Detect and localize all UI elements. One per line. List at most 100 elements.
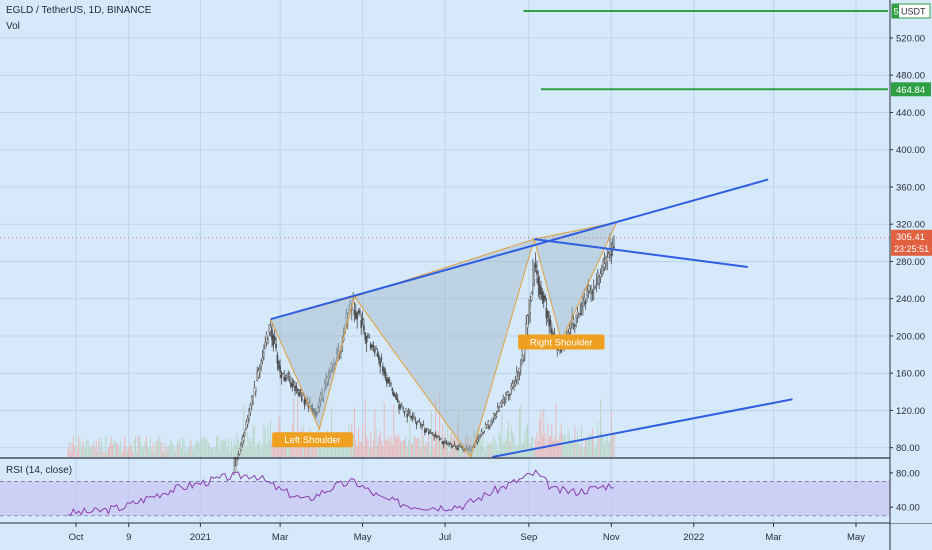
price-axis: 80.00 120.00 160.00 200.00 240.00 280.00 320.0… (889, 0, 932, 550)
candle-body (602, 259, 605, 268)
top-target-value: 5 (894, 7, 899, 17)
candle-body (418, 421, 421, 423)
candle-body (414, 418, 417, 421)
rsi-indicator-label[interactable]: RSI (14, close) (6, 465, 73, 476)
volume-bar (391, 444, 393, 457)
volume-bar (285, 438, 287, 457)
candle-body (594, 286, 596, 288)
candle-body (317, 407, 319, 413)
candle-body (476, 438, 479, 442)
candle-body (394, 393, 396, 397)
volume-bar (71, 442, 73, 457)
volume-bar (506, 429, 508, 457)
volume-bar (539, 418, 541, 457)
volume-bar (471, 443, 473, 457)
candle-body (368, 336, 371, 339)
volume-bar (159, 436, 161, 457)
volume-bar (293, 398, 295, 457)
candle-body (522, 355, 525, 359)
volume-bar (184, 451, 186, 457)
candle-body (233, 468, 235, 475)
candle-body (569, 322, 572, 329)
candle-body (363, 325, 365, 331)
candles (233, 233, 615, 475)
candle-body (336, 353, 338, 358)
candle-body (250, 397, 253, 406)
volume-bar (600, 398, 602, 457)
volume-bar (501, 410, 503, 457)
volume-bar (432, 433, 434, 457)
volume-bar (235, 444, 237, 457)
candle-body (475, 441, 477, 444)
volume-bar (139, 436, 141, 457)
candle-body (260, 360, 262, 367)
volume-bar (399, 440, 401, 457)
rsi-tick-label: 80.00 (896, 468, 920, 479)
lower_rising-trendline (492, 398, 793, 458)
candle-body (369, 344, 372, 349)
volume-bar (352, 434, 354, 457)
pattern-drawings (269, 221, 618, 459)
candle-body (367, 333, 369, 335)
volume-indicator-label[interactable]: Vol (6, 21, 20, 32)
rsi-pane (0, 469, 890, 517)
volume-bar (435, 400, 437, 457)
candle-body (537, 277, 540, 286)
candle-body (327, 374, 330, 379)
annotation-label: Right Shoulder (518, 334, 605, 350)
candle-body (300, 395, 303, 401)
volume-bar (609, 439, 611, 457)
volume-bar (481, 444, 483, 457)
price-tick-label: 400.00 (896, 145, 925, 156)
candle-body (507, 392, 510, 395)
candle-body (279, 365, 281, 373)
candle-body (234, 466, 237, 472)
candle-body (463, 449, 465, 451)
candle-body (267, 339, 269, 343)
candle-body (375, 348, 377, 350)
current-price-value: 305.41 (896, 232, 925, 243)
candle-body (248, 410, 250, 419)
candle-body (322, 393, 325, 397)
candle-body (491, 418, 494, 422)
candle-body (598, 283, 600, 285)
candle-body (434, 435, 437, 437)
candle-body (551, 328, 553, 335)
volume-bar (252, 424, 254, 457)
candle-body (587, 285, 590, 292)
volume-bar (216, 435, 218, 457)
volume-bar (310, 442, 312, 457)
candle-body (438, 438, 441, 441)
volume-bar (418, 438, 420, 457)
candle-body (410, 416, 413, 419)
volume-bar (93, 442, 95, 457)
volume-bar (195, 440, 197, 457)
candle-body (275, 343, 277, 349)
candle-body (280, 374, 283, 378)
candle-body (309, 401, 311, 403)
volume-bar (117, 443, 119, 457)
volume-bar (490, 443, 492, 457)
volume-bar (583, 447, 585, 457)
descending-trendline (534, 238, 748, 269)
upper_neckline-trendline (270, 178, 769, 321)
volume-bar (535, 438, 537, 457)
volume-bar (468, 445, 470, 457)
volume-bar (143, 445, 145, 457)
candle-body (584, 301, 587, 304)
volume-bar (598, 434, 600, 457)
candle-body (323, 383, 326, 390)
volume-bar (217, 436, 219, 457)
candle-body (382, 366, 384, 372)
volume-bar (587, 433, 589, 457)
candle-body (361, 317, 364, 320)
volume-bar (412, 444, 414, 457)
candle-body (595, 283, 598, 286)
volume-bar (175, 451, 177, 457)
candle-body (534, 264, 537, 268)
volume-bar (363, 445, 365, 457)
volume-bar (130, 445, 132, 457)
volume-bar (102, 451, 104, 457)
